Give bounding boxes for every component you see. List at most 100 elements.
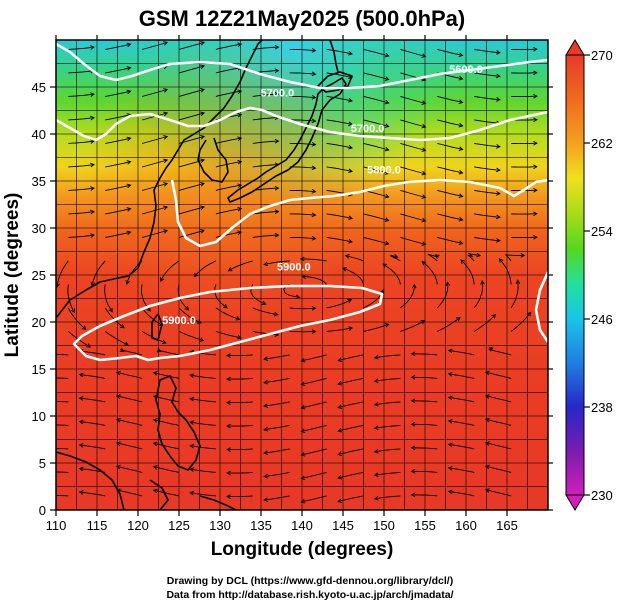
streamline-arrowhead bbox=[152, 465, 158, 470]
streamline bbox=[104, 284, 113, 313]
streamline bbox=[178, 330, 204, 342]
streamline-arrowhead bbox=[115, 441, 121, 446]
streamline bbox=[363, 323, 389, 332]
streamline-arrowhead bbox=[126, 136, 132, 142]
figure-title: GSM 12Z21May2025 (500.0hPa) bbox=[139, 6, 466, 31]
streamline bbox=[67, 307, 87, 330]
streamline-arrowhead bbox=[263, 497, 268, 502]
streamline-arrowhead bbox=[189, 420, 195, 425]
streamline-arrowhead bbox=[311, 48, 317, 53]
streamline-arrowhead bbox=[152, 418, 158, 423]
streamline-arrowhead bbox=[434, 254, 440, 259]
streamline-arrowhead bbox=[480, 279, 485, 285]
streamline-arrowhead bbox=[410, 398, 416, 404]
height-contours bbox=[56, 42, 548, 362]
colorbar-tick-label: 246 bbox=[591, 312, 613, 327]
contour-5600 bbox=[56, 42, 548, 90]
streamline bbox=[488, 347, 512, 356]
streamline bbox=[289, 307, 316, 310]
streamline bbox=[485, 418, 512, 426]
streamline-arrowhead bbox=[90, 92, 95, 97]
streamline bbox=[178, 159, 205, 168]
streamline-arrowhead bbox=[226, 494, 231, 499]
streamline-arrowhead bbox=[263, 473, 268, 479]
coastline-japan bbox=[227, 77, 347, 203]
streamline bbox=[390, 254, 401, 262]
streamline bbox=[68, 211, 95, 215]
streamline-arrowhead bbox=[223, 303, 228, 309]
streamline-arrowhead bbox=[447, 372, 453, 377]
streamline-arrowhead bbox=[348, 98, 354, 103]
streamline bbox=[421, 261, 438, 285]
streamline-arrowhead bbox=[382, 263, 387, 268]
streamline bbox=[301, 495, 327, 503]
coastline-hokkaido bbox=[317, 71, 353, 93]
streamline-arrowhead bbox=[337, 427, 343, 433]
streamline bbox=[337, 471, 364, 479]
streamline-arrowhead bbox=[189, 396, 195, 402]
streamline-arrowhead bbox=[484, 417, 490, 423]
streamline bbox=[160, 260, 180, 282]
streamline-arrowhead bbox=[199, 337, 205, 342]
streamline bbox=[116, 395, 143, 403]
streamline bbox=[474, 95, 500, 101]
streamline bbox=[289, 236, 316, 240]
streamline-arrowhead bbox=[311, 71, 317, 77]
streamline bbox=[190, 374, 216, 379]
streamline bbox=[448, 467, 475, 473]
streamline bbox=[326, 142, 353, 149]
streamline-arrowhead bbox=[78, 490, 84, 495]
streamline-arrowhead bbox=[384, 217, 390, 222]
streamline-arrowhead bbox=[200, 64, 206, 70]
streamline bbox=[105, 90, 131, 97]
streamline bbox=[374, 424, 401, 429]
coastline-korea bbox=[197, 137, 229, 183]
streamline bbox=[374, 448, 401, 453]
streamline-arrowhead bbox=[476, 252, 482, 258]
streamline-arrowhead bbox=[90, 209, 95, 215]
x-tick-label: 115 bbox=[87, 518, 108, 533]
streamline bbox=[264, 471, 290, 478]
streamline-arrowhead bbox=[421, 100, 427, 105]
streamline bbox=[153, 372, 180, 379]
x-axis-ticks: 110 115 120 125 130 135 140 145 150 155 160 165 bbox=[46, 35, 518, 533]
streamline-arrowhead bbox=[193, 272, 199, 278]
streamline bbox=[436, 282, 449, 309]
streamline bbox=[141, 89, 168, 97]
contour-label: 5600.0 bbox=[449, 64, 483, 76]
streamline bbox=[157, 349, 180, 356]
streamline-arrowhead bbox=[299, 256, 305, 262]
streamline-arrowhead bbox=[273, 311, 279, 317]
streamline bbox=[226, 424, 253, 427]
streamline-arrowhead bbox=[347, 299, 353, 304]
streamline-arrowhead bbox=[43, 447, 47, 451]
streamline bbox=[226, 448, 253, 451]
streamline-arrowhead bbox=[160, 277, 165, 283]
streamline bbox=[68, 164, 95, 168]
streamline bbox=[437, 119, 463, 127]
streamline-arrowhead bbox=[300, 381, 306, 386]
streamline-arrowhead bbox=[447, 419, 453, 424]
streamline-arrowhead bbox=[300, 404, 306, 410]
streamline-arrowhead bbox=[43, 494, 47, 498]
streamline-arrowhead bbox=[197, 319, 202, 324]
streamline bbox=[141, 331, 166, 344]
streamline bbox=[289, 189, 316, 193]
contour-5700 bbox=[56, 106, 548, 142]
streamline-arrowhead bbox=[410, 468, 416, 474]
streamline-arrowhead bbox=[533, 117, 538, 123]
streamline-arrowhead bbox=[384, 52, 390, 58]
streamline bbox=[190, 468, 216, 473]
streamline bbox=[510, 312, 532, 332]
streamline bbox=[374, 401, 401, 406]
streamline-arrowhead bbox=[384, 323, 390, 328]
streamline-arrowhead bbox=[200, 135, 206, 140]
streamline-arrowhead bbox=[348, 326, 354, 331]
streamline-arrowhead bbox=[120, 323, 125, 329]
streamline-arrowhead bbox=[126, 89, 132, 95]
streamline-arrowhead bbox=[189, 373, 195, 378]
streamline bbox=[141, 307, 163, 327]
streamline-arrowhead bbox=[119, 347, 125, 352]
streamline bbox=[326, 299, 352, 309]
streamline bbox=[326, 236, 353, 243]
